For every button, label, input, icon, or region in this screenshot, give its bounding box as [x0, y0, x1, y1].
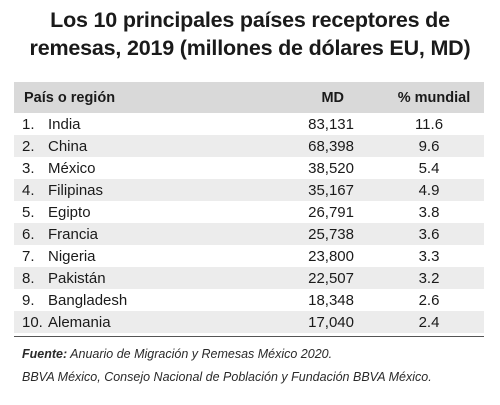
table-row: 10. Alemania 17,040 2.4: [14, 311, 484, 333]
country-name: Pakistán: [48, 269, 106, 287]
rank-label: 4.: [22, 181, 35, 199]
rank-label: 1.: [22, 115, 35, 133]
column-header-country: País o región: [24, 89, 116, 106]
table-row: 6. Francia 25,738 3.6: [14, 223, 484, 245]
percent-value: 9.6: [418, 137, 440, 155]
percent-value: 11.6: [414, 115, 444, 133]
country-name: Nigeria: [48, 247, 96, 265]
column-header-md: MD: [321, 89, 344, 106]
md-value: 25,738: [308, 225, 354, 243]
rank-label: 7.: [22, 247, 35, 265]
percent-value: 3.6: [418, 225, 440, 243]
rank-label: 3.: [22, 159, 35, 177]
country-name: China: [48, 137, 88, 155]
percent-value: 3.2: [418, 269, 440, 287]
rank-label: 8.: [22, 269, 35, 287]
country-name: Alemania: [48, 313, 111, 331]
source-label: Fuente:: [22, 347, 68, 361]
country-cell: 4. Filipinas: [14, 182, 254, 199]
rank-label: 9.: [22, 291, 35, 309]
table-row: 3. México 38,520 5.4: [14, 157, 484, 179]
rank-label: 6.: [22, 225, 35, 243]
percent-value: 5.4: [418, 159, 440, 177]
country-name: Filipinas: [48, 181, 104, 199]
percent-value: 3.8: [418, 203, 440, 221]
source-line-2: BBVA México, Consejo Nacional de Poblaci…: [22, 370, 432, 384]
md-value: 17,040: [308, 313, 354, 331]
table-header: País o región MD % mundial: [14, 82, 484, 113]
source-line-1: Fuente: Anuario de Migración y Remesas M…: [22, 343, 492, 366]
source-divider: [14, 336, 484, 337]
column-header-percent: % mundial: [397, 89, 471, 106]
country-name: Francia: [48, 225, 99, 243]
md-value: 68,398: [308, 137, 354, 155]
rank-label: 10.: [22, 313, 43, 331]
source-note: Fuente: Anuario de Migración y Remesas M…: [22, 343, 492, 389]
chart-title-line-2: remesas, 2019 (millones de dólares EU, M…: [29, 36, 471, 60]
rank-label: 2.: [22, 137, 35, 155]
table-row: 8. Pakistán 22,507 3.2: [14, 267, 484, 289]
chart-title-line-1: Los 10 principales países receptores de: [50, 8, 450, 32]
percent-value: 2.6: [418, 291, 440, 309]
country-cell: 7. Nigeria: [14, 248, 254, 265]
country-name: Bangladesh: [48, 291, 128, 309]
table-row: 1. India 83,131 11.6: [14, 113, 484, 135]
md-value: 18,348: [308, 291, 354, 309]
country-cell: 10. Alemania: [14, 314, 254, 331]
rank-label: 5.: [22, 203, 35, 221]
table-row: 9. Bangladesh 18,348 2.6: [14, 289, 484, 311]
country-name: India: [48, 115, 81, 133]
country-name: México: [48, 159, 96, 177]
chart-title: Los 10 principales países receptores de …: [0, 6, 500, 62]
country-cell: 5. Egipto: [14, 204, 254, 221]
table-row: 5. Egipto 26,791 3.8: [14, 201, 484, 223]
percent-value: 4.9: [418, 181, 440, 199]
percent-value: 2.4: [418, 313, 440, 331]
remittance-table: País o región MD % mundial 1. India 83,131…: [14, 82, 484, 333]
md-value: 38,520: [308, 159, 354, 177]
md-value: 83,131: [308, 115, 354, 133]
table-row: 7. Nigeria 23,800 3.3: [14, 245, 484, 267]
md-value: 23,800: [308, 247, 354, 265]
country-cell: 1. India: [14, 116, 254, 133]
percent-value: 3.3: [418, 247, 440, 265]
country-cell: 9. Bangladesh: [14, 292, 254, 309]
country-cell: 8. Pakistán: [14, 270, 254, 287]
country-name: Egipto: [48, 203, 91, 221]
source-text-1: Anuario de Migración y Remesas México 20…: [70, 347, 333, 361]
country-cell: 3. México: [14, 160, 254, 177]
md-value: 26,791: [308, 203, 354, 221]
table-body: 1. India 83,131 11.6 2. China 68,398 9.6 3. Méxic…: [14, 113, 484, 333]
country-cell: 6. Francia: [14, 226, 254, 243]
table-row: 4. Filipinas 35,167 4.9: [14, 179, 484, 201]
md-value: 35,167: [308, 181, 354, 199]
table-row: 2. China 68,398 9.6: [14, 135, 484, 157]
country-cell: 2. China: [14, 138, 254, 155]
md-value: 22,507: [308, 269, 354, 287]
